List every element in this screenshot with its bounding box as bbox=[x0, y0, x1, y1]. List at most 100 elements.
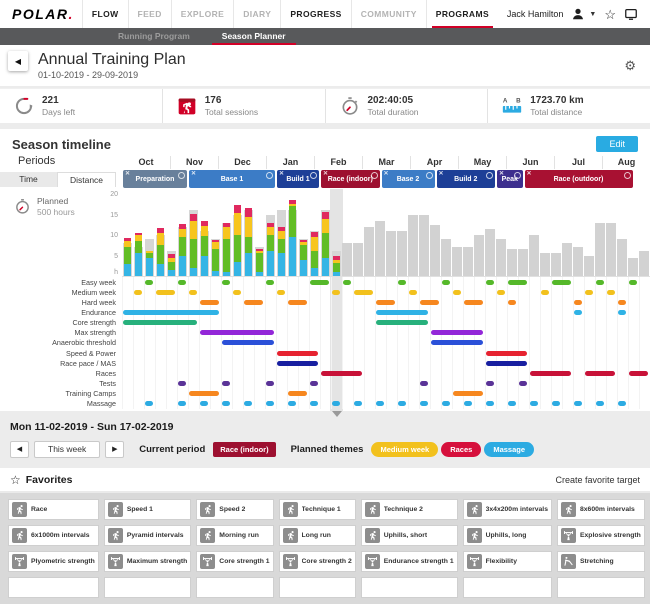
remove-period-icon[interactable]: ✕ bbox=[383, 171, 389, 177]
favorite-endurance-strength-1[interactable]: Endurance strength 1 bbox=[360, 550, 458, 572]
chevron-down-icon[interactable]: ▼ bbox=[589, 10, 597, 18]
favorite-uphills-short[interactable]: Uphills, short bbox=[360, 524, 458, 546]
drag-handle-icon[interactable] bbox=[178, 172, 185, 179]
period-base-2[interactable]: ✕ Base 2 bbox=[381, 170, 435, 188]
polar-logo[interactable]: POLAR. bbox=[12, 6, 74, 22]
planned-bar bbox=[375, 220, 385, 276]
tab-distance[interactable]: Distance bbox=[57, 172, 116, 187]
favorite-tile-cutoff[interactable] bbox=[556, 576, 645, 598]
periods-label: Periods bbox=[18, 155, 56, 167]
segment-pink bbox=[244, 207, 252, 217]
gantt-row-track bbox=[122, 327, 650, 338]
favorite-technique-1[interactable]: Technique 1 bbox=[278, 498, 356, 520]
nav-item-progress[interactable]: PROGRESS bbox=[280, 0, 350, 28]
gantt-bar bbox=[486, 360, 527, 366]
period-peak[interactable]: ✕ Peak bbox=[497, 170, 523, 188]
back-button[interactable]: ◀ bbox=[8, 51, 28, 71]
gantt-bar bbox=[244, 401, 252, 407]
favorite-technique-2[interactable]: Technique 2 bbox=[360, 498, 458, 520]
favorite-pyramid-intervals[interactable]: Pyramid intervals bbox=[103, 524, 192, 546]
gantt-row-label: Anaerobic threshold bbox=[52, 338, 116, 348]
remove-period-icon[interactable]: ✕ bbox=[438, 171, 444, 177]
favorite-tile-cutoff[interactable] bbox=[462, 576, 552, 598]
summary-stats: 221 Days left 176 Total sessions 202:40:05 To… bbox=[0, 88, 650, 123]
this-week-button[interactable]: This week bbox=[34, 440, 101, 458]
favorite-tile-cutoff[interactable] bbox=[103, 576, 192, 598]
period-race-indoor-[interactable]: ✕ Race (indoor) bbox=[321, 170, 380, 188]
favorite-plyometric-strength[interactable]: Plyometric strength bbox=[8, 550, 99, 572]
nav-item-feed[interactable]: FEED bbox=[127, 0, 171, 28]
favorite-stretching[interactable]: Stretching bbox=[556, 550, 645, 572]
create-favorite-target-button[interactable]: Create favorite target bbox=[555, 474, 640, 485]
gantt-bar bbox=[431, 340, 483, 346]
previous-week-button[interactable]: ◀ bbox=[10, 440, 29, 458]
drag-handle-icon[interactable] bbox=[310, 172, 317, 179]
sub-nav-season-planner[interactable]: Season Planner bbox=[211, 31, 296, 45]
feedback-icon[interactable] bbox=[624, 7, 638, 21]
favorite-morning-run[interactable]: Morning run bbox=[196, 524, 274, 546]
favorite-core-strength-2[interactable]: Core strength 2 bbox=[278, 550, 356, 572]
segment-pink bbox=[299, 239, 307, 242]
favorite-speed-2[interactable]: Speed 2 bbox=[196, 498, 274, 520]
favorite-speed-1[interactable]: Speed 1 bbox=[103, 498, 192, 520]
remove-period-icon[interactable]: ✕ bbox=[499, 171, 505, 177]
segment-pink bbox=[156, 227, 164, 233]
remove-period-icon[interactable]: ✕ bbox=[191, 171, 197, 177]
drag-handle-icon[interactable] bbox=[370, 172, 378, 179]
remove-period-icon[interactable]: ✕ bbox=[279, 171, 285, 177]
period-build-2[interactable]: ✕ Build 2 bbox=[436, 170, 495, 188]
favorite-uphills-long[interactable]: Uphills, long bbox=[462, 524, 552, 546]
selected-week-range: Mon 11-02-2019 - Sun 17-02-2019 bbox=[10, 420, 174, 433]
favorite-3x4x200m-intervals[interactable]: 3x4x200m intervals bbox=[462, 498, 552, 520]
favorite-tile-cutoff[interactable] bbox=[196, 576, 274, 598]
segment-pink bbox=[255, 249, 263, 252]
remove-period-icon[interactable]: ✕ bbox=[125, 171, 131, 177]
drag-handle-icon[interactable] bbox=[266, 172, 273, 179]
nav-item-programs[interactable]: PROGRAMS bbox=[425, 0, 498, 28]
favorite-core-strength-1[interactable]: Core strength 1 bbox=[196, 550, 274, 572]
gantt-row-label: Endurance bbox=[81, 307, 116, 317]
favorite-label: Technique 1 bbox=[301, 505, 341, 513]
gear-icon[interactable]: ⚙ bbox=[624, 57, 636, 73]
nav-item-explore[interactable]: EXPLORE bbox=[170, 0, 233, 28]
favorite-label: Speed 2 bbox=[219, 505, 246, 513]
tab-time[interactable]: Time bbox=[19, 174, 38, 184]
star-icon[interactable]: ☆ bbox=[604, 6, 616, 22]
favorite-6x1000m-intervals[interactable]: 6x1000m intervals bbox=[8, 524, 99, 546]
favorite-explosive-strength[interactable]: Explosive strength bbox=[556, 524, 645, 546]
favorite-race[interactable]: Race bbox=[8, 498, 99, 520]
remove-period-icon[interactable]: ✕ bbox=[526, 171, 532, 177]
user-name[interactable]: Jack Hamilton bbox=[506, 9, 564, 19]
nav-item-flow[interactable]: FLOW bbox=[81, 0, 128, 28]
remove-period-icon[interactable]: ✕ bbox=[323, 171, 329, 177]
gantt-bar bbox=[310, 401, 318, 407]
nav-item-diary[interactable]: DIARY bbox=[233, 0, 280, 28]
gantt-bar bbox=[222, 401, 230, 407]
gantt-bar bbox=[519, 381, 527, 386]
period-build-1[interactable]: ✕ Build 1 bbox=[277, 170, 319, 188]
user-avatar-icon[interactable] bbox=[571, 7, 585, 21]
period-preparation[interactable]: ✕ Preparation bbox=[123, 170, 187, 188]
favorite-long-run[interactable]: Long run bbox=[278, 524, 356, 546]
drag-handle-icon[interactable] bbox=[486, 172, 493, 179]
favorite-maximum-strength[interactable]: Maximum strength bbox=[103, 550, 192, 572]
stat-value: 1723.70 km bbox=[530, 94, 584, 106]
drag-handle-icon[interactable] bbox=[425, 172, 433, 179]
favorite-flexibility[interactable]: Flexibility bbox=[462, 550, 552, 572]
drag-handle-icon[interactable] bbox=[513, 172, 521, 179]
favorite-tile-cutoff[interactable] bbox=[8, 576, 99, 598]
period-race-outdoor-[interactable]: ✕ Race (outdoor) bbox=[524, 170, 633, 188]
favorite-tile-cutoff[interactable] bbox=[360, 576, 458, 598]
period-base-1[interactable]: ✕ Base 1 bbox=[189, 170, 275, 188]
sub-nav-running-program[interactable]: Running Program bbox=[118, 31, 190, 41]
gantt-bar bbox=[145, 401, 153, 407]
planned-bar bbox=[408, 214, 418, 276]
edit-button[interactable]: Edit bbox=[596, 136, 638, 152]
favorite-8x600m-intervals[interactable]: 8x600m intervals bbox=[556, 498, 645, 520]
nav-item-community[interactable]: COMMUNITY bbox=[350, 0, 426, 28]
drag-handle-icon[interactable] bbox=[623, 172, 631, 179]
favorite-tile-cutoff[interactable] bbox=[278, 576, 356, 598]
gantt-bar bbox=[200, 330, 274, 336]
gantt-row-label: Race pace / MAS bbox=[60, 358, 116, 368]
next-week-button[interactable]: ▶ bbox=[105, 440, 125, 458]
